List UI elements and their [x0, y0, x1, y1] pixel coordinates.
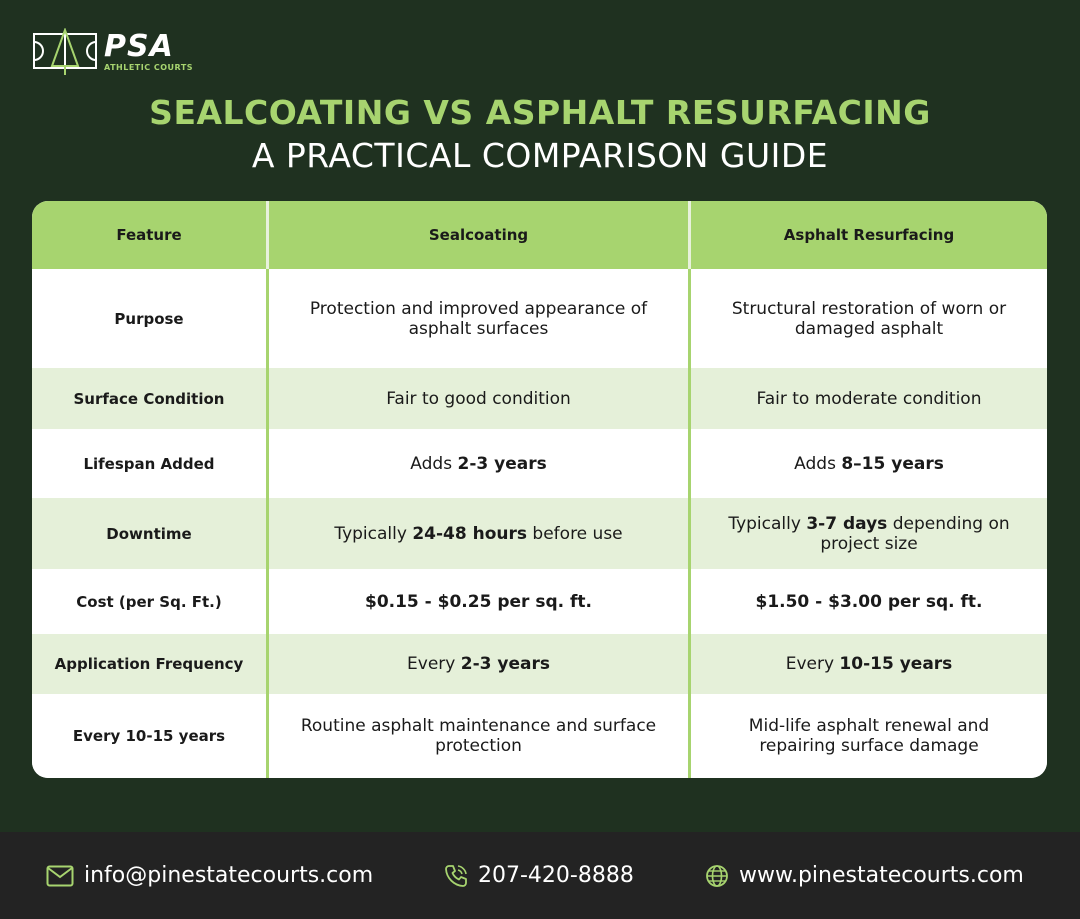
resurfacing-cell-text: Fair to moderate condition [757, 389, 982, 409]
resurfacing-cell-pre: Adds [794, 453, 842, 474]
resurfacing-cell-text: Every 10-15 years [786, 654, 953, 674]
sealcoating-cell-text: Routine asphalt maintenance and surface … [287, 716, 670, 756]
feature-cell: Every 10-15 years [72, 727, 226, 745]
brand-name: PSA [104, 29, 174, 64]
contact-footer: info@pinestatecourts.com 207-420-8888 ww… [0, 832, 1080, 919]
sealcoating-cell-text: Typically 24-48 hours before use [334, 524, 622, 544]
globe-icon [706, 864, 728, 887]
brand-subtitle: ATHLETIC COURTS [104, 63, 194, 72]
email-text: info@pinestatecourts.com [84, 863, 374, 888]
feature-cell: Surface Condition [73, 389, 225, 408]
header-feature: Feature [116, 226, 182, 244]
sealcoating-cell: Every 2-3 years [266, 634, 688, 694]
sealcoating-cell-bold: 2-3 years [457, 453, 547, 474]
phone-text: 207-420-8888 [478, 863, 634, 888]
header-resurfacing: Asphalt Resurfacing [688, 201, 1047, 269]
sealcoating-cell-bold: 24-48 hours [412, 523, 528, 544]
table-row: Every 10-15 years Routine asphalt mainten… [32, 694, 1047, 778]
sealcoating-cell-post: before use [527, 523, 623, 544]
feature-cell: Downtime [106, 524, 192, 543]
page-subtitle: A PRACTICAL COMPARISON GUIDE [251, 136, 829, 175]
resurfacing-cell-text: Structural restoration of worn or damage… [709, 299, 1029, 339]
sealcoating-cell: Adds 2-3 years [266, 429, 688, 498]
footer-website[interactable]: www.pinestatecourts.com [705, 863, 1024, 888]
sealcoating-cell: Protection and improved appearance of as… [266, 269, 688, 368]
footer-phone[interactable]: 207-420-8888 [444, 863, 634, 888]
table-row: Application Frequency Every 2-3 years Ever… [32, 634, 1047, 694]
table-row: Cost (per Sq. Ft.) $0.15 - $0.25 per sq. … [32, 569, 1047, 634]
resurfacing-cell-post: depending on project size [820, 513, 1010, 554]
sealcoating-cell-text: Fair to good condition [386, 389, 571, 409]
sealcoating-cell-pre: Every [407, 654, 461, 674]
feature-cell: Application Frequency [54, 655, 244, 673]
page-title: SEALCOATING VS ASPHALT RESURFACING [149, 93, 931, 132]
phone-icon [445, 864, 467, 887]
sealcoating-cell-bold: 2-3 years [460, 654, 550, 674]
resurfacing-cell-text: Typically 3-7 days depending on project … [709, 514, 1029, 554]
sealcoating-cell-post: Protection and improved appearance of as… [309, 298, 648, 339]
sealcoating-cell: Routine asphalt maintenance and surface … [266, 694, 688, 778]
resurfacing-cell-bold: 8–15 years [841, 453, 944, 474]
website-text: www.pinestatecourts.com [739, 863, 1024, 888]
footer-email[interactable]: info@pinestatecourts.com [46, 863, 373, 888]
feature-cell: Cost (per Sq. Ft.) [76, 592, 222, 611]
feature-cell: Lifespan Added [83, 454, 215, 473]
sealcoating-cell-text: $0.15 - $0.25 per sq. ft. [365, 592, 592, 612]
sealcoating-cell-pre: Adds [410, 453, 458, 474]
resurfacing-cell-bold: $1.50 - $3.00 per sq. ft. [755, 591, 983, 612]
sealcoating-cell-text: Protection and improved appearance of as… [287, 299, 670, 339]
table-row: Lifespan Added Adds 2-3 years Adds 8–15 ye… [32, 429, 1047, 498]
sealcoating-cell-bold: $0.15 - $0.25 per sq. ft. [364, 591, 592, 612]
resurfacing-cell: Fair to moderate condition [688, 368, 1047, 429]
table-header-row: Feature Sealcoating Asphalt Resurfacing [32, 201, 1047, 269]
sealcoating-cell: Fair to good condition [266, 368, 688, 429]
court-tree-logo-icon [33, 28, 97, 75]
header-sealcoating: Sealcoating [266, 201, 688, 269]
table-row: Surface Condition Fair to good condition F… [32, 368, 1047, 429]
resurfacing-cell: Mid-life asphalt renewal and repairing s… [688, 694, 1047, 778]
feature-cell: Purpose [114, 309, 184, 328]
resurfacing-cell-text: $1.50 - $3.00 per sq. ft. [755, 592, 982, 612]
resurfacing-cell-post: Structural restoration of worn or damage… [731, 298, 1007, 339]
sealcoating-cell-pre: Typically [334, 523, 413, 544]
resurfacing-cell-pre: Every [785, 654, 840, 674]
resurfacing-cell-post: Fair to moderate condition [756, 388, 982, 409]
table-row: Downtime Typically 24-48 hours before use… [32, 498, 1047, 569]
resurfacing-cell: Every 10-15 years [688, 634, 1047, 694]
resurfacing-cell: Typically 3-7 days depending on project … [688, 498, 1047, 569]
sealcoating-cell-text: Every 2-3 years [407, 654, 550, 674]
resurfacing-cell-post: Mid-life asphalt renewal and repairing s… [748, 716, 990, 756]
resurfacing-cell: $1.50 - $3.00 per sq. ft. [688, 569, 1047, 634]
resurfacing-cell-text: Mid-life asphalt renewal and repairing s… [709, 716, 1029, 756]
resurfacing-cell-bold: 10-15 years [839, 654, 953, 674]
sealcoating-cell: Typically 24-48 hours before use [266, 498, 688, 569]
comparison-table: Feature Sealcoating Asphalt Resurfacing … [32, 201, 1047, 778]
brand-logo: PSA ATHLETIC COURTS [32, 28, 193, 76]
sealcoating-cell-post: Routine asphalt maintenance and surface … [300, 716, 657, 756]
resurfacing-cell: Structural restoration of worn or damage… [688, 269, 1047, 368]
resurfacing-cell: Adds 8–15 years [688, 429, 1047, 498]
sealcoating-cell-post: Fair to good condition [386, 388, 571, 409]
resurfacing-cell-bold: 3-7 days [806, 513, 888, 534]
sealcoating-cell-text: Adds 2-3 years [410, 454, 546, 474]
resurfacing-cell-text: Adds 8–15 years [794, 454, 944, 474]
resurfacing-cell-pre: Typically [728, 513, 807, 534]
email-icon [46, 865, 74, 886]
table-row: Purpose Protection and improved appearanc… [32, 269, 1047, 368]
sealcoating-cell: $0.15 - $0.25 per sq. ft. [266, 569, 688, 634]
